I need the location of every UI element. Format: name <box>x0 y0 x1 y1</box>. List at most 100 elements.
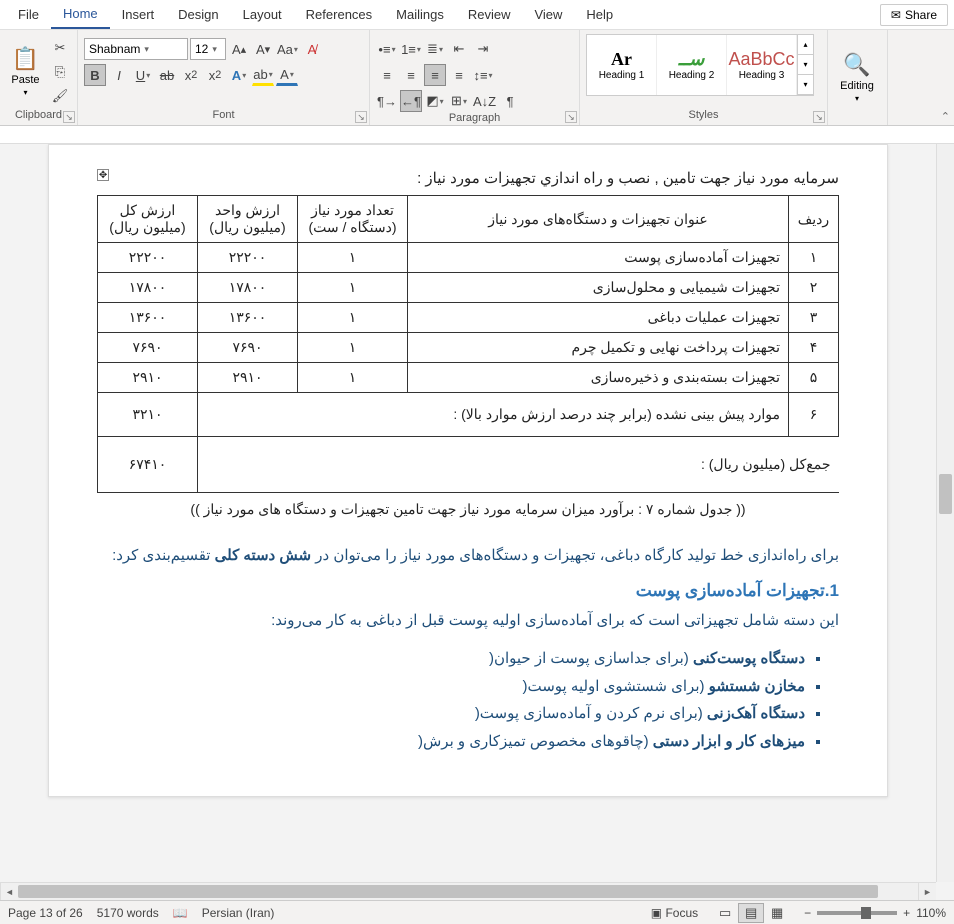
increase-indent-button[interactable]: ⇥ <box>472 38 494 60</box>
align-right-button[interactable]: ≡ <box>424 64 446 86</box>
rtl-button[interactable]: ←¶ <box>400 90 422 112</box>
table-caption: (( جدول شماره ۷ : برآورد میزان سرمایه مو… <box>97 501 839 518</box>
list-item: دستگاه پوست‌کنی (برای جداسازی پوست از حی… <box>97 646 805 672</box>
web-layout-button[interactable]: ▦ <box>764 903 790 923</box>
change-case-button[interactable]: Aa <box>276 38 299 60</box>
font-size-combo[interactable]: 12▾ <box>190 38 226 60</box>
style-heading3[interactable]: AaBbCcHeading 3 <box>727 35 797 95</box>
language-indicator[interactable]: Persian (Iran) <box>202 906 275 920</box>
horizontal-scrollbar[interactable]: ◄ ► <box>0 882 936 900</box>
group-label-editing <box>834 121 881 123</box>
font-dialog-launcher[interactable]: ↘ <box>355 111 367 123</box>
group-clipboard: 📋 Paste ▾ ✂ ⎘ 🖌 Clipboard ↘ <box>0 30 78 125</box>
shading-button[interactable]: ◩ <box>424 90 446 112</box>
multilevel-button[interactable]: ≣ <box>424 38 446 60</box>
tab-help[interactable]: Help <box>574 1 625 28</box>
print-layout-button[interactable]: ▤ <box>738 903 764 923</box>
ruler[interactable] <box>0 126 954 144</box>
bullets-button[interactable]: •≡ <box>376 38 398 60</box>
bold-button[interactable]: B <box>84 64 106 86</box>
zoom-control[interactable]: − + 110% <box>804 906 946 920</box>
word-count[interactable]: 5170 words <box>97 906 159 920</box>
col-qty: تعداد مورد نیاز (دستگاه / ست) <box>298 196 408 243</box>
clipboard-dialog-launcher[interactable]: ↘ <box>63 111 75 123</box>
zoom-slider[interactable] <box>817 911 897 915</box>
tab-references[interactable]: References <box>294 1 384 28</box>
styles-dialog-launcher[interactable]: ↘ <box>813 111 825 123</box>
line-spacing-button[interactable]: ↕≡ <box>472 64 494 86</box>
vertical-scrollbar[interactable] <box>936 144 954 882</box>
find-icon: 🔍 <box>843 52 870 78</box>
zoom-out-button[interactable]: − <box>804 906 811 920</box>
highlight-button[interactable]: ab <box>252 64 274 86</box>
ltr-button[interactable]: ¶→ <box>376 90 398 112</box>
show-marks-button[interactable]: ¶ <box>499 90 521 112</box>
col-title: عنوان تجهیزات و دستگاه‌های مورد نیاز <box>408 196 789 243</box>
scroll-thumb[interactable] <box>939 474 952 514</box>
align-left-button[interactable]: ≡ <box>376 64 398 86</box>
hscroll-thumb[interactable] <box>18 885 878 898</box>
cut-button[interactable]: ✂ <box>49 37 71 59</box>
italic-button[interactable]: I <box>108 64 130 86</box>
zoom-in-button[interactable]: + <box>903 906 910 920</box>
col-unit: ارزش واحد (میلیون ریال) <box>198 196 298 243</box>
tab-review[interactable]: Review <box>456 1 523 28</box>
style-heading1[interactable]: ArHeading 1 <box>587 35 657 95</box>
copy-button[interactable]: ⎘ <box>49 61 71 83</box>
font-color-button[interactable]: A <box>276 64 298 86</box>
tab-home[interactable]: Home <box>51 0 110 29</box>
paste-button[interactable]: 📋 Paste ▾ <box>6 34 45 109</box>
zoom-level[interactable]: 110% <box>916 906 946 920</box>
clear-format-button[interactable]: A̸ <box>301 38 323 60</box>
collapse-ribbon-button[interactable]: ⌃ <box>941 110 950 123</box>
styles-scroll[interactable]: ▴▾▾ <box>797 35 813 95</box>
strike-button[interactable]: ab <box>156 64 178 86</box>
tab-layout[interactable]: Layout <box>231 1 294 28</box>
table-handle-icon[interactable]: ✥ <box>97 169 109 181</box>
decrease-indent-button[interactable]: ⇤ <box>448 38 470 60</box>
shrink-font-button[interactable]: A▾ <box>252 38 274 60</box>
read-mode-button[interactable]: ▭ <box>712 903 738 923</box>
scroll-left-button[interactable]: ◄ <box>0 883 18 900</box>
numbering-button[interactable]: 1≡ <box>400 38 422 60</box>
sort-button[interactable]: A↓Z <box>472 90 497 112</box>
list-item: میزهای کار و ابزار دستی (چاقوهای مخصوص ت… <box>97 729 805 755</box>
table-row: ۵تجهیزات بسته‌بندی و ذخیره‌سازی۱۲۹۱۰۲۹۱۰ <box>98 363 839 393</box>
group-label-styles: Styles <box>586 109 821 123</box>
justify-button[interactable]: ≡ <box>448 64 470 86</box>
tab-insert[interactable]: Insert <box>110 1 167 28</box>
document-area[interactable]: سرمایه مورد نیاز جهت تامین , نصب و راه ا… <box>0 144 936 882</box>
tab-mailings[interactable]: Mailings <box>384 1 456 28</box>
editing-button[interactable]: 🔍 Editing ▾ <box>834 34 880 121</box>
tab-design[interactable]: Design <box>166 1 230 28</box>
grow-font-button[interactable]: A▴ <box>228 38 250 60</box>
borders-button[interactable]: ⊞ <box>448 90 470 112</box>
font-name-combo[interactable]: Shabnam▾ <box>84 38 188 60</box>
tab-view[interactable]: View <box>522 1 574 28</box>
style-heading2[interactable]: ســHeading 2 <box>657 35 727 95</box>
page: سرمایه مورد نیاز جهت تامین , نصب و راه ا… <box>48 144 888 797</box>
list-item: دستگاه آهک‌زنی (برای نرم کردن و آماده‌سا… <box>97 701 805 727</box>
table-row-total: جمع‌کل (میلیون ریال) :۶۷۴۱۰ <box>98 437 839 493</box>
format-painter-button[interactable]: 🖌 <box>49 85 71 107</box>
superscript-button[interactable]: x2 <box>204 64 226 86</box>
text-effects-button[interactable]: A <box>228 64 250 86</box>
page-indicator[interactable]: Page 13 of 26 <box>8 906 83 920</box>
table-row: ۱تجهیزات آماده‌سازی پوست۱۲۲۲۰۰۲۲۲۰۰ <box>98 243 839 273</box>
focus-mode-button[interactable]: ▣ Focus <box>651 906 698 920</box>
scroll-right-button[interactable]: ► <box>918 883 936 900</box>
subscript-button[interactable]: x2 <box>180 64 202 86</box>
styles-gallery[interactable]: ArHeading 1 ســHeading 2 AaBbCcHeading 3… <box>586 34 814 96</box>
align-center-button[interactable]: ≡ <box>400 64 422 86</box>
table-row: ۴تجهیزات پرداخت نهایی و تکمیل چرم۱۷۶۹۰۷۶… <box>98 333 839 363</box>
section-heading: 1.تجهیزات آماده‌سازی پوست <box>97 581 839 601</box>
view-buttons: ▭ ▤ ▦ <box>712 903 790 923</box>
paragraph-2: این دسته شامل تجهیزاتی است که برای آماده… <box>97 607 839 634</box>
share-button[interactable]: ✉Share <box>880 4 948 26</box>
proofing-icon[interactable]: 📖 <box>173 906 188 920</box>
col-total: ارزش کل (میلیون ریال) <box>98 196 198 243</box>
underline-button[interactable]: U <box>132 64 154 86</box>
status-bar: Page 13 of 26 5170 words 📖 Persian (Iran… <box>0 900 954 924</box>
paragraph-dialog-launcher[interactable]: ↘ <box>565 111 577 123</box>
tab-file[interactable]: File <box>6 1 51 28</box>
